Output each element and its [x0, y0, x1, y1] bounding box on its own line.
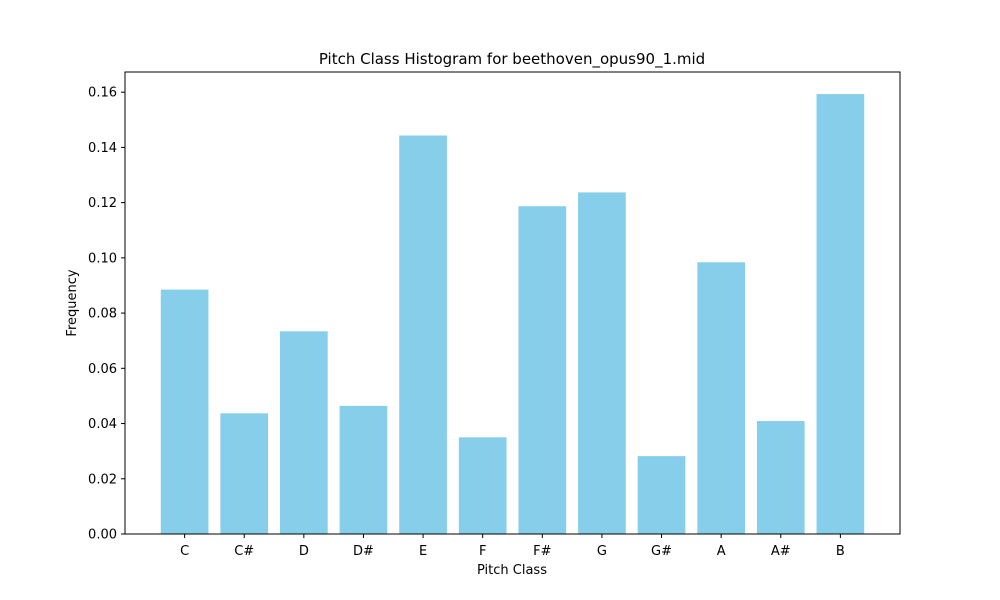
bar-c-sharp [220, 413, 269, 534]
bar-g [578, 192, 626, 534]
bar-c [160, 289, 209, 534]
y-tick-label: 0.04 [88, 417, 117, 432]
x-tick-label: B [836, 544, 845, 559]
y-tick-label: 0.16 [88, 86, 117, 101]
plot-frame [124, 71, 901, 535]
bar-f-sharp [518, 206, 567, 534]
bars-layer [160, 94, 865, 534]
y-tick-label: 0.10 [88, 251, 117, 266]
y-tick-label: 0.00 [88, 528, 117, 543]
bar-d-sharp [339, 405, 388, 534]
x-tick-label: A# [771, 544, 791, 559]
x-tick-label: G [597, 544, 607, 559]
x-tick-label: A [717, 544, 726, 559]
bar-a-sharp [756, 421, 805, 534]
x-tick-label: D [299, 544, 309, 559]
x-tick-label: F [479, 544, 486, 559]
bar-b [816, 94, 865, 534]
x-tick-label: D# [353, 544, 374, 559]
bar-e [399, 135, 447, 534]
y-tick-label: 0.06 [88, 362, 117, 377]
x-tick-label: G# [651, 544, 672, 559]
x-tick-label: C# [234, 544, 254, 559]
y-tick-label: 0.14 [88, 141, 117, 156]
x-tick-label: C [180, 544, 189, 559]
y-tick-label: 0.08 [88, 307, 117, 322]
bar-d [280, 331, 328, 534]
x-axis-label: Pitch Class [477, 563, 547, 578]
x-tick-label: E [419, 544, 427, 559]
y-tick-label: 0.12 [88, 196, 117, 211]
x-tick-label: F# [533, 544, 551, 559]
bar-g-sharp [637, 456, 686, 534]
bar-f [458, 437, 507, 534]
y-tick-label: 0.02 [88, 472, 117, 487]
chart-title: Pitch Class Histogram for beethoven_opus… [319, 50, 705, 69]
ticks-layer: C C# D D# E F F# G G# A A# B 0.00 0.02 0.04 0.06 0.08 0.1… [88, 86, 845, 559]
bar-a [697, 262, 745, 534]
y-axis-label: Frequency [65, 269, 80, 336]
